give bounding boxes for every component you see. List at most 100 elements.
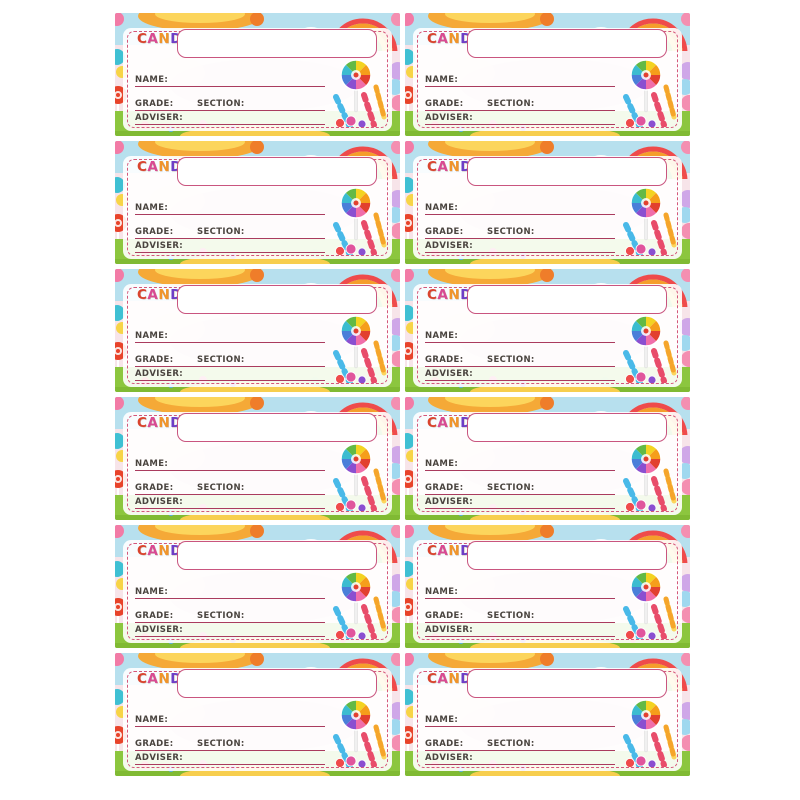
name-entry-box	[177, 669, 377, 698]
name-entry-box	[467, 541, 667, 570]
candy-dot-icon	[335, 627, 367, 639]
candy-label-card: CANDY NAME: GRADE: SECTION: ADVISER:	[115, 269, 400, 392]
candy-logo-letter: N	[448, 543, 461, 559]
candy-logo-letter: A	[147, 415, 159, 431]
candy-logo-letter: D	[460, 416, 472, 431]
candy-logo-letter: C	[427, 31, 438, 47]
lollipop-swirl-icon	[340, 59, 372, 91]
field-row-adviser: ADVISER:	[135, 239, 325, 253]
name-field-label: NAME:	[425, 330, 459, 341]
adviser-field-label: ADVISER:	[425, 624, 474, 635]
candy-logo-letter: N	[448, 415, 461, 431]
adviser-field-label: ADVISER:	[425, 240, 474, 251]
candy-dot-icon	[335, 115, 367, 127]
lollipop-swirl-icon	[340, 315, 372, 347]
field-row-grade: GRADE: SECTION:	[135, 478, 325, 495]
field-row-adviser: ADVISER:	[425, 111, 615, 125]
field-row-grade: GRADE: SECTION:	[425, 478, 615, 495]
candy-logo-letter: D	[460, 160, 472, 175]
candy-swirl-icon	[115, 397, 400, 415]
candy-logo-letter: D	[170, 544, 182, 559]
lollipop-swirl-icon	[630, 699, 662, 731]
candy-logo-letter: D	[170, 160, 182, 175]
candy-swirl-icon	[115, 269, 400, 287]
name-field-label: NAME:	[135, 74, 169, 85]
section-field-label: SECTION:	[197, 610, 245, 621]
candy-label-card: CANDY NAME: GRADE: SECTION: ADVISER:	[405, 141, 690, 264]
candy-logo-letter: C	[137, 31, 148, 47]
candy-label-card: CANDY NAME: GRADE: SECTION: ADVISER:	[405, 13, 690, 136]
field-row-grade: GRADE: SECTION:	[135, 94, 325, 111]
lollipop-swirl-icon	[630, 443, 662, 475]
section-field-label: SECTION:	[487, 610, 535, 621]
field-row-name: NAME:	[425, 70, 615, 87]
name-field-label: NAME:	[135, 586, 169, 597]
name-entry-box	[177, 541, 377, 570]
candy-swirl-icon	[115, 525, 400, 543]
name-entry-box	[177, 29, 377, 58]
name-field-label: NAME:	[425, 714, 459, 725]
candy-swirl-icon	[405, 13, 690, 31]
candy-logo-letter: C	[137, 287, 148, 303]
lollipop-icon	[333, 699, 387, 767]
name-entry-box	[177, 157, 377, 186]
candy-logo-letter: A	[437, 415, 449, 431]
section-field-label: SECTION:	[197, 738, 245, 749]
candy-swirl-icon	[405, 525, 690, 543]
candy-logo-letter: D	[170, 32, 182, 47]
lollipop-swirl-icon	[340, 571, 372, 603]
grade-field-label: GRADE:	[425, 610, 464, 621]
adviser-field-label: ADVISER:	[135, 240, 184, 251]
field-row-adviser: ADVISER:	[425, 239, 615, 253]
candy-label-card: CANDY NAME: GRADE: SECTION: ADVISER:	[405, 397, 690, 520]
candy-logo-letter: C	[427, 287, 438, 303]
candy-swirl-icon	[115, 13, 400, 31]
lollipop-icon	[333, 571, 387, 639]
candy-dot-icon	[625, 243, 657, 255]
candy-label-card: CANDY NAME: GRADE: SECTION: ADVISER:	[115, 13, 400, 136]
adviser-field-label: ADVISER:	[425, 368, 474, 379]
candy-logo-letter: C	[427, 671, 438, 687]
lollipop-swirl-icon	[340, 443, 372, 475]
lollipop-swirl-icon	[630, 315, 662, 347]
field-row-grade: GRADE: SECTION:	[425, 350, 615, 367]
name-entry-box	[467, 413, 667, 442]
candy-swirl-icon	[115, 653, 400, 671]
lollipop-icon	[623, 699, 677, 767]
field-row-name: NAME:	[425, 454, 615, 471]
candy-label-card: CANDY NAME: GRADE: SECTION: ADVISER:	[405, 269, 690, 392]
candy-logo-letter: A	[147, 287, 159, 303]
field-row-name: NAME:	[135, 582, 325, 599]
candy-swirl-icon	[405, 397, 690, 415]
lollipop-icon	[623, 59, 677, 127]
lollipop-swirl-icon	[340, 699, 372, 731]
candy-swirl-icon	[405, 653, 690, 671]
candy-label-card: CANDY NAME: GRADE: SECTION: ADVISER:	[115, 397, 400, 520]
field-row-grade: GRADE: SECTION:	[135, 350, 325, 367]
candy-logo-letter: C	[137, 543, 148, 559]
field-row-name: NAME:	[135, 198, 325, 215]
candy-logo-letter: N	[158, 415, 171, 431]
name-field-label: NAME:	[135, 330, 169, 341]
grade-field-label: GRADE:	[135, 226, 174, 237]
candy-logo-letter: N	[158, 31, 171, 47]
name-entry-box	[177, 413, 377, 442]
name-entry-box	[177, 285, 377, 314]
field-row-adviser: ADVISER:	[425, 367, 615, 381]
candy-label-card: CANDY NAME: GRADE: SECTION: ADVISER:	[405, 653, 690, 776]
label-sheet-grid: CANDY NAME: GRADE: SECTION: ADVISER:	[115, 13, 690, 776]
field-row-name: NAME:	[135, 710, 325, 727]
grade-field-label: GRADE:	[135, 354, 174, 365]
field-row-name: NAME:	[135, 70, 325, 87]
lollipop-icon	[623, 443, 677, 511]
field-row-adviser: ADVISER:	[135, 367, 325, 381]
field-row-adviser: ADVISER:	[135, 623, 325, 637]
lollipop-swirl-icon	[630, 571, 662, 603]
candy-swirl-icon	[405, 269, 690, 287]
adviser-field-label: ADVISER:	[425, 752, 474, 763]
lollipop-icon	[623, 187, 677, 255]
candy-logo-letter: N	[158, 287, 171, 303]
candy-logo-letter: D	[170, 416, 182, 431]
candy-logo-letter: A	[437, 287, 449, 303]
